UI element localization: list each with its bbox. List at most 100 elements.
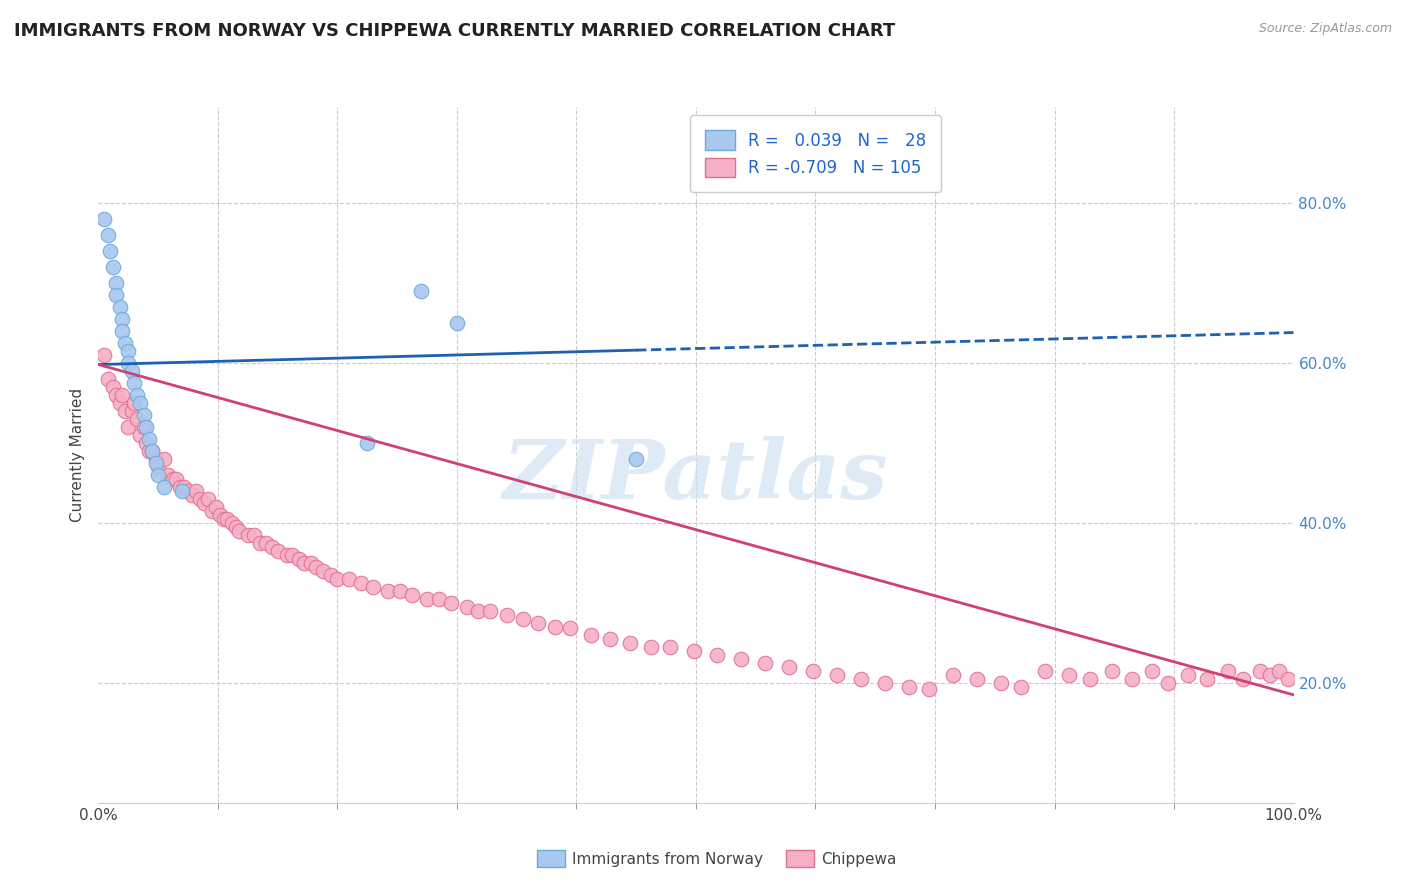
Point xyxy=(1142,664,1164,678)
Point xyxy=(363,580,385,594)
Point xyxy=(599,632,621,646)
Point xyxy=(236,528,259,542)
Text: ZIPatlas: ZIPatlas xyxy=(503,436,889,516)
Point xyxy=(446,316,468,330)
Point xyxy=(117,420,139,434)
Y-axis label: Currently Married: Currently Married xyxy=(70,388,86,522)
Point xyxy=(440,596,463,610)
Point xyxy=(579,628,602,642)
Point xyxy=(105,276,128,290)
Point xyxy=(121,404,143,418)
Point xyxy=(125,388,148,402)
Point xyxy=(411,284,433,298)
Point xyxy=(467,604,489,618)
Point xyxy=(201,504,224,518)
Point xyxy=(156,467,179,482)
Point xyxy=(177,483,200,498)
Point xyxy=(1249,664,1271,678)
Point xyxy=(249,536,271,550)
Point xyxy=(197,491,219,506)
Point xyxy=(682,644,704,658)
Point xyxy=(108,300,131,314)
Point xyxy=(209,508,232,522)
Point xyxy=(281,548,304,562)
Point xyxy=(754,656,776,670)
Point xyxy=(305,560,328,574)
Point xyxy=(98,244,122,258)
Point xyxy=(97,227,120,242)
Point xyxy=(456,599,478,614)
Point xyxy=(135,436,157,450)
Point xyxy=(162,472,184,486)
Point xyxy=(188,491,211,506)
Point xyxy=(101,260,124,274)
Point xyxy=(730,652,752,666)
Point xyxy=(93,348,115,362)
Point xyxy=(918,682,941,697)
Point xyxy=(1101,664,1123,678)
Point xyxy=(321,567,343,582)
Point xyxy=(619,636,641,650)
Point xyxy=(129,396,152,410)
Point xyxy=(124,376,146,390)
Point xyxy=(138,444,160,458)
Point xyxy=(706,648,728,662)
Point xyxy=(1232,672,1254,686)
Point xyxy=(1197,672,1219,686)
Point xyxy=(148,467,170,482)
Legend: R =   0.039   N =   28, R = -0.709   N = 105: R = 0.039 N = 28, R = -0.709 N = 105 xyxy=(690,115,941,192)
Point xyxy=(292,556,315,570)
Point xyxy=(105,288,128,302)
Point xyxy=(193,496,215,510)
Point xyxy=(1157,676,1180,690)
Point xyxy=(114,335,136,350)
Point xyxy=(276,548,298,562)
Point xyxy=(1268,664,1291,678)
Point xyxy=(145,456,167,470)
Point xyxy=(97,372,120,386)
Point xyxy=(111,388,134,402)
Point xyxy=(801,664,824,678)
Point xyxy=(560,622,582,636)
Point xyxy=(108,396,131,410)
Point xyxy=(966,672,988,686)
Point xyxy=(228,524,250,538)
Point xyxy=(825,668,848,682)
Point xyxy=(141,444,163,458)
Point xyxy=(138,432,160,446)
Point xyxy=(388,583,411,598)
Point xyxy=(356,436,378,450)
Point xyxy=(117,356,139,370)
Point xyxy=(326,572,349,586)
Point xyxy=(1080,672,1102,686)
Point xyxy=(169,480,191,494)
Point xyxy=(165,472,187,486)
Point xyxy=(153,480,176,494)
Point xyxy=(148,459,170,474)
Point xyxy=(141,444,163,458)
Point xyxy=(1033,664,1056,678)
Point xyxy=(111,312,134,326)
Point xyxy=(267,544,290,558)
Point xyxy=(180,488,202,502)
Point xyxy=(350,575,373,590)
Point xyxy=(243,528,266,542)
Point xyxy=(942,668,965,682)
Point xyxy=(260,540,283,554)
Point xyxy=(288,552,311,566)
Point xyxy=(1057,668,1080,682)
Point xyxy=(1010,680,1032,694)
Legend: Immigrants from Norway, Chippewa: Immigrants from Norway, Chippewa xyxy=(531,844,903,873)
Point xyxy=(1277,672,1299,686)
Point xyxy=(93,212,115,227)
Point xyxy=(778,660,800,674)
Point xyxy=(204,500,226,514)
Point xyxy=(377,583,399,598)
Point xyxy=(172,483,194,498)
Point xyxy=(225,520,247,534)
Point xyxy=(658,640,681,654)
Point xyxy=(117,343,139,358)
Point xyxy=(153,451,176,466)
Point xyxy=(101,380,124,394)
Point xyxy=(217,512,239,526)
